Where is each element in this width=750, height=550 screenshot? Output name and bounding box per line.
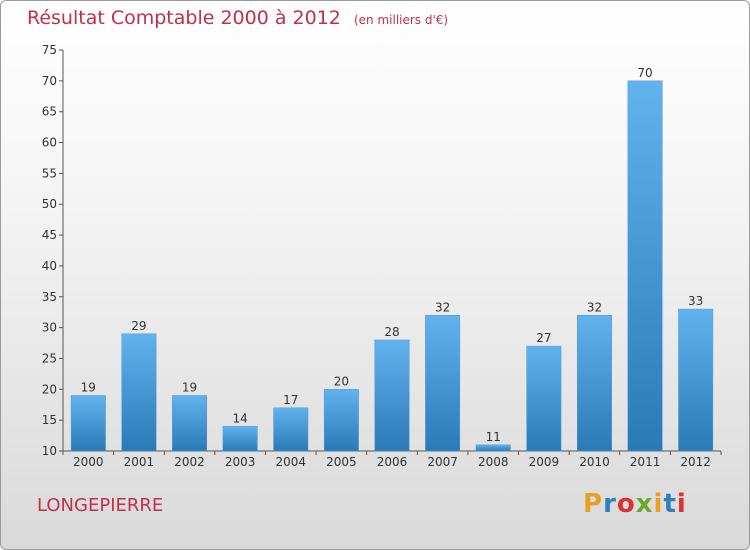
x-tick-label: 2005 — [326, 455, 357, 469]
bar-value-label: 19 — [182, 380, 197, 394]
y-tick-label: 25 — [42, 351, 57, 365]
brand-letter: x — [635, 489, 654, 519]
y-axis: 10 15 20 25 30 35 40 45 50 55 60 65 70 75 — [42, 43, 64, 458]
brand-logo: Proxiti — [583, 489, 687, 519]
bar — [172, 395, 207, 452]
bar — [121, 333, 157, 452]
x-tick-label: 2012 — [680, 455, 711, 469]
bar — [222, 426, 258, 452]
bar — [425, 315, 461, 452]
bar-value-label: 32 — [587, 300, 602, 314]
bar — [475, 444, 511, 452]
y-tick-label: 10 — [42, 444, 57, 458]
bar — [273, 407, 309, 452]
y-tick-label: 40 — [42, 259, 57, 273]
y-tick-label: 55 — [42, 166, 57, 180]
bar-value-label: 11 — [486, 430, 501, 444]
x-tick-label: 2010 — [579, 455, 610, 469]
brand-letter: i — [676, 489, 687, 519]
brand-letter: o — [616, 489, 636, 519]
y-tick-label: 45 — [42, 228, 57, 242]
bar-value-label: 27 — [536, 331, 551, 345]
bar — [70, 395, 106, 452]
title-row: Résultat Comptable 2000 à 2012 (en milli… — [27, 7, 448, 29]
y-tick-label: 65 — [42, 105, 57, 119]
brand-letter: r — [603, 489, 617, 519]
y-tick-label: 30 — [42, 321, 57, 335]
bar-value-label: 70 — [637, 66, 652, 80]
bar-value-label: 19 — [81, 380, 96, 394]
bar-value-label: 29 — [131, 319, 146, 333]
bar — [577, 315, 612, 452]
y-tick-label: 60 — [42, 136, 57, 150]
x-tick-label: 2007 — [427, 455, 458, 469]
bars: 19 29 19 14 17 20 28 32 11 27 32 70 33 — [70, 66, 714, 452]
x-tick-label: 2002 — [174, 455, 205, 469]
x-tick-label: 2009 — [529, 455, 560, 469]
x-tick-label: 2011 — [630, 455, 661, 469]
y-tick-label: 70 — [42, 74, 57, 88]
bar-value-label: 32 — [435, 300, 450, 314]
y-tick-label: 75 — [42, 43, 57, 57]
x-tick-label: 2003 — [225, 455, 256, 469]
y-tick-label: 15 — [42, 413, 57, 427]
chart-unit: (en milliers d'€) — [353, 13, 449, 27]
x-tick-label: 2008 — [478, 455, 509, 469]
bar-value-label: 14 — [233, 411, 248, 425]
bar — [323, 389, 359, 452]
x-tick-label: 2004 — [275, 455, 306, 469]
bar — [627, 80, 663, 452]
brand-letter: t — [663, 489, 677, 519]
town-name: LONGEPIERRE — [37, 495, 164, 516]
x-tick-label: 2006 — [377, 455, 408, 469]
brand-letter: P — [583, 489, 604, 519]
chart-title: Résultat Comptable 2000 à 2012 — [27, 7, 341, 29]
bar-value-label: 17 — [283, 393, 298, 407]
bar-value-label: 28 — [384, 325, 399, 339]
bar — [678, 308, 714, 452]
bar-value-label: 20 — [334, 374, 349, 388]
bar — [374, 339, 410, 452]
bar-value-label: 33 — [688, 294, 703, 308]
y-tick-label: 50 — [42, 197, 57, 211]
bar — [526, 345, 562, 452]
y-tick-label: 35 — [42, 290, 57, 304]
x-tick-label: 2000 — [73, 455, 104, 469]
x-tick-label: 2001 — [124, 455, 155, 469]
x-axis: 2000 2001 2002 2003 2004 2005 2006 2007 2008 2009… — [62, 450, 722, 469]
brand-letter: i — [653, 489, 664, 519]
y-tick-label: 20 — [42, 382, 57, 396]
